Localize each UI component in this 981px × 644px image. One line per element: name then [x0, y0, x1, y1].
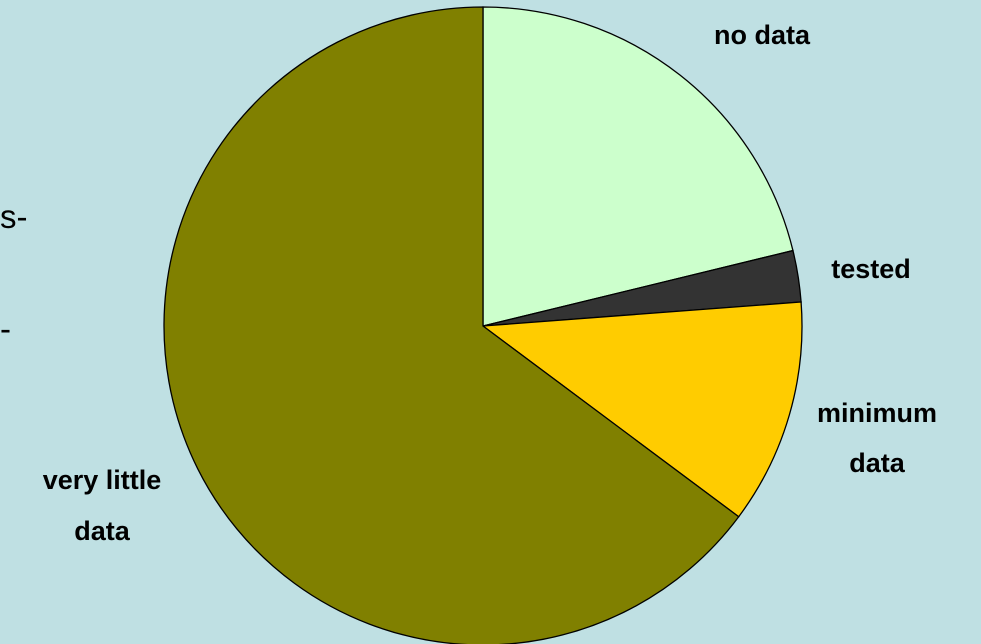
pie-label-minimum-data-line1: minimum — [817, 398, 937, 428]
pie-slices — [163, 6, 803, 644]
pie-label-very-little-data-line1: very little — [43, 465, 162, 495]
cut-off-text-fragment-1: s- — [0, 198, 28, 235]
pie-label-tested: tested — [831, 254, 911, 284]
pie-slice-very-little-data — [163, 6, 740, 644]
pie-slice-minimum-data — [481, 301, 803, 518]
pie-label-minimum-data-line2: data — [849, 448, 906, 478]
pie-slice-no-data — [482, 6, 794, 327]
cut-off-text-fragment-2: - — [0, 310, 11, 347]
pie-label-no-data: no data — [714, 20, 811, 50]
pie-label-very-little-data-line2: data — [74, 516, 131, 546]
pie-labels: no data tested minimum data very little data — [43, 20, 937, 546]
